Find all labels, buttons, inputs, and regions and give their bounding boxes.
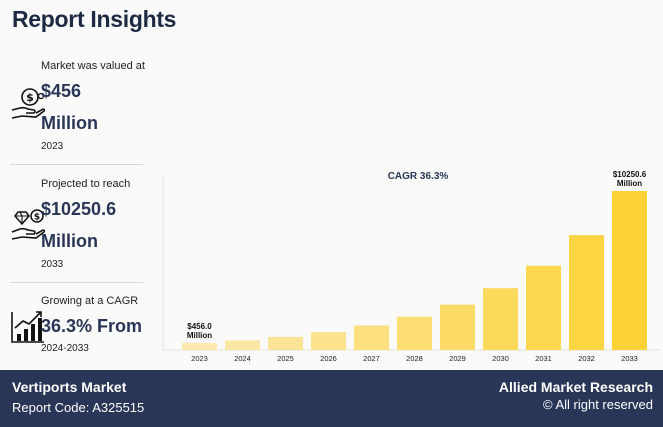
stat-value: $456 bbox=[41, 81, 82, 101]
bar-2027 bbox=[354, 325, 389, 350]
bar-2031 bbox=[526, 265, 561, 350]
stat-value-unit: Million bbox=[41, 113, 98, 133]
x-tick-label: 2023 bbox=[191, 354, 208, 363]
bar-2028 bbox=[397, 316, 432, 350]
chart-svg: CAGR 36.3% 2023 2024 2025 2026 2027 2028 2029 2… bbox=[162, 170, 660, 363]
x-tick-label: 2028 bbox=[406, 354, 423, 363]
svg-text:$: $ bbox=[26, 91, 34, 104]
stat-year: 2033 bbox=[41, 259, 64, 270]
x-tick-label: 2031 bbox=[535, 354, 552, 363]
copyright: © All right reserved bbox=[542, 397, 653, 412]
x-tick-label: 2026 bbox=[320, 354, 337, 363]
bar-2033 bbox=[612, 191, 647, 350]
diamond-hand-icon: $ bbox=[11, 209, 46, 240]
stat-label: Projected to reach bbox=[41, 178, 131, 190]
data-label-2033: Million bbox=[617, 179, 642, 188]
x-tick-label: 2024 bbox=[234, 354, 251, 363]
bar-2026 bbox=[311, 332, 346, 350]
bar-2029 bbox=[440, 304, 475, 350]
x-tick-label: 2027 bbox=[363, 354, 380, 363]
data-label-2023: $456.0 bbox=[187, 322, 212, 331]
data-label-2033: $10250.6 bbox=[613, 170, 647, 179]
page-title: Report Insights bbox=[12, 6, 177, 32]
x-tick-label: 2033 bbox=[621, 354, 638, 363]
money-hand-icon: $ bbox=[11, 88, 46, 119]
bar-chart: CAGR 36.3% 2023 2024 2025 2026 2027 2028 2029 2… bbox=[160, 160, 663, 370]
market-name: Vertiports Market bbox=[12, 379, 127, 395]
bar-2032 bbox=[569, 235, 604, 350]
footer-banner: Vertiports Market Report Code: A325515 A… bbox=[0, 370, 663, 427]
x-tick-label: 2030 bbox=[492, 354, 509, 363]
brand-name: Allied Market Research bbox=[498, 379, 653, 395]
stat-year: 2023 bbox=[41, 141, 64, 152]
data-label-2023: Million bbox=[187, 331, 212, 340]
stat-label: Growing at a CAGR bbox=[41, 295, 139, 307]
x-tick-label: 2032 bbox=[578, 354, 595, 363]
stat-value: 36.3% From bbox=[41, 316, 143, 336]
stat-label: Market was valued at bbox=[41, 60, 145, 72]
stat-value: $10250.6 bbox=[41, 199, 117, 219]
growth-chart-icon bbox=[11, 311, 44, 343]
report-code: Report Code: A325515 bbox=[12, 400, 145, 415]
cagr-annotation: CAGR 36.3% bbox=[388, 171, 449, 182]
stat-year: 2024-2033 bbox=[41, 343, 89, 354]
x-tick-label: 2025 bbox=[277, 354, 294, 363]
stat-value-unit: Million bbox=[41, 231, 98, 251]
divider bbox=[10, 282, 143, 283]
bar-2030 bbox=[483, 288, 518, 350]
divider bbox=[10, 164, 143, 165]
bar-2024 bbox=[225, 340, 260, 350]
svg-text:$: $ bbox=[34, 213, 40, 223]
bar-2023 bbox=[182, 342, 217, 350]
x-tick-label: 2029 bbox=[449, 354, 466, 363]
bar-2025 bbox=[268, 336, 303, 350]
